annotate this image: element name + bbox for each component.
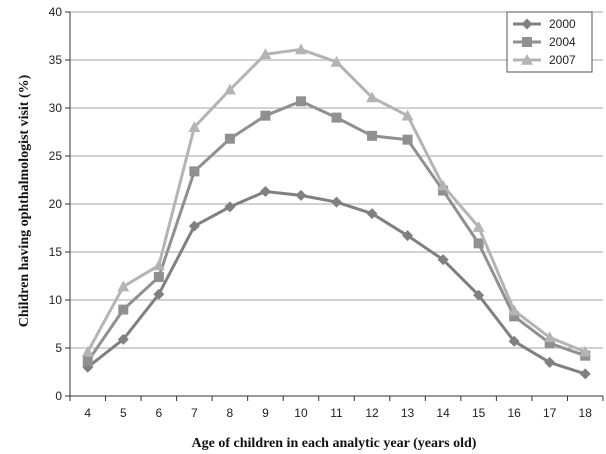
data-point-2000-18 <box>579 368 591 380</box>
legend-marker-2004 <box>522 37 532 47</box>
data-point-2000-9 <box>259 186 271 198</box>
data-point-2000-11 <box>331 196 342 208</box>
x-tick-label-4: 4 <box>84 406 91 420</box>
data-point-2007-18 <box>579 345 592 357</box>
legend-marker-2000 <box>521 18 533 30</box>
x-tick-label-17: 17 <box>543 406 557 420</box>
data-point-2000-16 <box>508 335 520 347</box>
data-point-2004-12 <box>367 130 378 141</box>
data-point-2007-17 <box>543 331 556 343</box>
data-point-2007-14 <box>437 179 450 191</box>
x-tick-label-8: 8 <box>227 406 234 420</box>
x-tick-label-6: 6 <box>155 406 162 420</box>
y-tick-label-10: 10 <box>49 293 63 307</box>
x-tick-label-10: 10 <box>294 406 308 420</box>
series-2007 <box>81 43 592 357</box>
series-2000 <box>82 186 591 380</box>
y-tick-label-25: 25 <box>49 149 63 163</box>
data-point-2004-4 <box>82 356 93 367</box>
data-point-2000-7 <box>188 220 200 232</box>
x-tick-label-13: 13 <box>401 406 415 420</box>
data-point-2007-11 <box>330 55 343 67</box>
data-point-2004-10 <box>295 96 306 107</box>
x-tick-label-5: 5 <box>120 406 127 420</box>
x-axis-title: Age of children in each analytic year (y… <box>192 436 477 451</box>
data-point-2000-12 <box>366 208 378 220</box>
legend-label-2000: 2000 <box>549 17 576 31</box>
data-point-2000-13 <box>402 230 414 242</box>
legend: 2000 2004 2007 <box>506 11 593 73</box>
x-tick-label-14: 14 <box>436 406 450 420</box>
legend-label-2004: 2004 <box>549 35 576 49</box>
data-point-2007-4 <box>81 345 94 357</box>
y-tick-label-0: 0 <box>55 389 62 403</box>
series-line-2004 <box>86 99 586 363</box>
data-point-2000-6 <box>153 288 165 300</box>
data-point-2000-5 <box>117 333 129 345</box>
data-point-2000-8 <box>224 201 236 213</box>
y-axis-title: Children having ophthalmologist visit (%… <box>17 74 32 327</box>
y-tick-label-30: 30 <box>49 101 63 115</box>
legend-marker-2007 <box>521 54 533 65</box>
x-tick-label-11: 11 <box>330 406 343 420</box>
x-tick-label-18: 18 <box>579 406 593 420</box>
x-tick-label-9: 9 <box>262 406 269 420</box>
data-point-2004-8 <box>224 133 235 144</box>
series-group <box>81 43 592 380</box>
x-tick-label-15: 15 <box>472 406 486 420</box>
data-point-2004-7 <box>189 166 200 177</box>
x-tick-label-7: 7 <box>191 406 198 420</box>
series-line-2000 <box>86 190 586 376</box>
data-point-2004-17 <box>544 338 555 349</box>
data-point-2007-12 <box>366 91 379 103</box>
data-point-2004-6 <box>153 271 164 282</box>
data-point-2007-15 <box>472 221 485 232</box>
data-point-2000-14 <box>437 254 449 266</box>
data-point-2007-7 <box>188 121 201 132</box>
y-axis: 0 5 10 15 20 25 30 35 40 <box>49 5 71 403</box>
data-point-2000-15 <box>473 289 485 301</box>
data-point-2007-9 <box>259 48 272 60</box>
data-point-2007-13 <box>401 109 414 121</box>
data-point-2000-17 <box>544 356 556 368</box>
data-point-2000-10 <box>295 189 307 201</box>
x-axis: 4 5 6 7 8 9 10 11 12 13 14 15 16 17 18 <box>69 395 604 420</box>
data-point-2004-15 <box>473 238 484 249</box>
y-tick-label-5: 5 <box>55 341 62 355</box>
data-point-2004-5 <box>118 304 129 315</box>
data-point-2007-10 <box>294 43 307 55</box>
series-2004 <box>82 96 591 367</box>
y-tick-label-35: 35 <box>49 53 63 67</box>
data-point-2004-13 <box>402 134 413 145</box>
data-point-2004-9 <box>260 110 271 121</box>
y-tick-label-15: 15 <box>49 245 63 259</box>
data-point-2007-16 <box>508 304 521 316</box>
x-tick-label-12: 12 <box>365 406 379 420</box>
data-point-2004-11 <box>331 112 342 123</box>
data-point-2007-5 <box>117 280 130 292</box>
data-point-2007-6 <box>152 259 165 271</box>
legend-label-2007: 2007 <box>549 53 576 67</box>
y-tick-label-40: 40 <box>49 5 63 19</box>
gridlines <box>70 11 603 349</box>
data-point-2004-16 <box>509 311 520 322</box>
y-tick-label-20: 20 <box>49 197 63 211</box>
data-point-2007-8 <box>223 83 236 95</box>
x-tick-label-16: 16 <box>507 406 521 420</box>
